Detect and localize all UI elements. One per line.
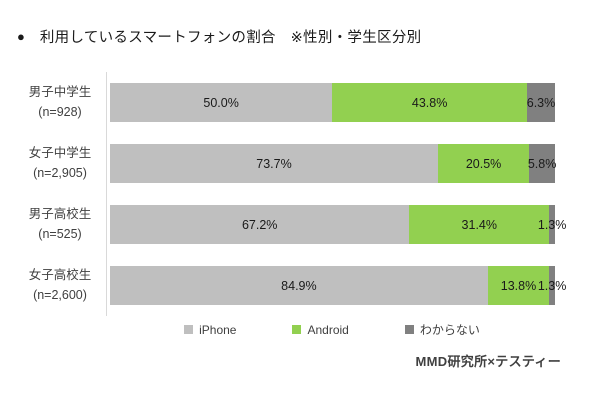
legend-marker-iphone	[184, 325, 194, 334]
category-name: 男子中学生	[28, 85, 92, 100]
stacked-bar: 84.9% 13.8% 1.3%	[110, 266, 566, 305]
stacked-bar: 67.2% 31.4% 1.3%	[110, 205, 566, 244]
value-label: 13.8%	[500, 278, 537, 293]
legend-label-unknown: わからない	[419, 323, 480, 337]
value-label: 84.9%	[281, 278, 317, 293]
legend-item-android: Android	[292, 322, 349, 337]
bar-segment-Android: 20.5%	[437, 144, 530, 183]
value-label: 31.4%	[461, 217, 497, 232]
stacked-bar: 50.0% 43.8% 6.3%	[110, 83, 555, 122]
bar-segment-わからない: 5.8%	[527, 144, 557, 183]
value-label: 1.3%	[537, 217, 567, 232]
category-name: 女子中学生	[28, 146, 92, 161]
value-label: 73.7%	[256, 156, 292, 171]
category-label: 男子高校生 (n=525)	[14, 194, 106, 255]
bar-segment-iPhone: 67.2%	[110, 205, 410, 244]
category-name: 男子高校生	[28, 207, 92, 222]
legend-item-unknown: わからない	[404, 321, 480, 338]
legend-label-iphone: iPhone	[199, 322, 237, 337]
title-row: ● 利用しているスマートフォンの割合 ※性別・学生区分別	[17, 26, 421, 47]
bar-segment-わからない: 6.3%	[527, 83, 555, 122]
value-label: 67.2%	[241, 217, 278, 232]
value-label: 20.5%	[465, 156, 502, 171]
legend-item-iphone: iPhone	[184, 323, 236, 337]
bar-row: 50.0% 43.8% 6.3%	[110, 72, 555, 133]
bar-segment-iPhone: 50.0%	[110, 83, 333, 122]
bar-row: 67.2% 31.4% 1.3%	[110, 194, 566, 255]
bar-segment-Android: 43.8%	[332, 83, 527, 122]
bullet-icon: ●	[17, 29, 25, 44]
category-sample-size: (n=525)	[38, 226, 82, 241]
page-title: 利用しているスマートフォンの割合 ※性別・学生区分別	[39, 30, 422, 46]
bar-segment-わからない: 1.3%	[538, 266, 566, 305]
category-label: 男子中学生 (n=928)	[14, 72, 106, 133]
plot-area: 50.0% 43.8% 6.3% 73.7% 20.5% 5.8% 67.2% 31.4% 1.…	[106, 72, 566, 316]
bar-row: 84.9% 13.8% 1.3%	[110, 255, 566, 316]
category-sample-size: (n=2,905)	[33, 165, 87, 180]
legend-marker-android	[292, 325, 302, 334]
bar-segment-Android: 13.8%	[487, 266, 550, 305]
category-sample-size: (n=928)	[38, 104, 82, 119]
category-label: 女子高校生 (n=2,600)	[14, 255, 106, 316]
category-sample-size: (n=2,600)	[33, 287, 87, 302]
value-label: 6.3%	[526, 95, 556, 110]
value-label: 43.8%	[411, 95, 448, 110]
bar-row: 73.7% 20.5% 5.8%	[110, 133, 557, 194]
bar-segment-Android: 31.4%	[409, 205, 550, 244]
value-label: 50.0%	[203, 95, 239, 110]
category-labels-column: 男子中学生 (n=928) 女子中学生 (n=2,905) 男子高校生 (n=525) 女子…	[14, 72, 106, 316]
value-label: 5.8%	[527, 156, 557, 171]
bar-segment-iPhone: 84.9%	[110, 266, 488, 305]
stacked-bar: 73.7% 20.5% 5.8%	[110, 144, 557, 183]
value-label: 1.3%	[537, 278, 567, 293]
source-credit: MMD研究所×テスティー	[415, 354, 561, 369]
bar-segment-わからない: 1.3%	[538, 205, 566, 244]
legend-marker-unknown	[404, 325, 414, 334]
category-name: 女子高校生	[28, 268, 92, 283]
legend-label-android: Android	[307, 322, 349, 337]
legend: iPhone Android わからない	[109, 321, 555, 338]
bar-segment-iPhone: 73.7%	[110, 144, 438, 183]
category-label: 女子中学生 (n=2,905)	[14, 133, 106, 194]
stacked-bar-chart: 男子中学生 (n=928) 女子中学生 (n=2,905) 男子高校生 (n=525) 女子…	[14, 72, 566, 316]
